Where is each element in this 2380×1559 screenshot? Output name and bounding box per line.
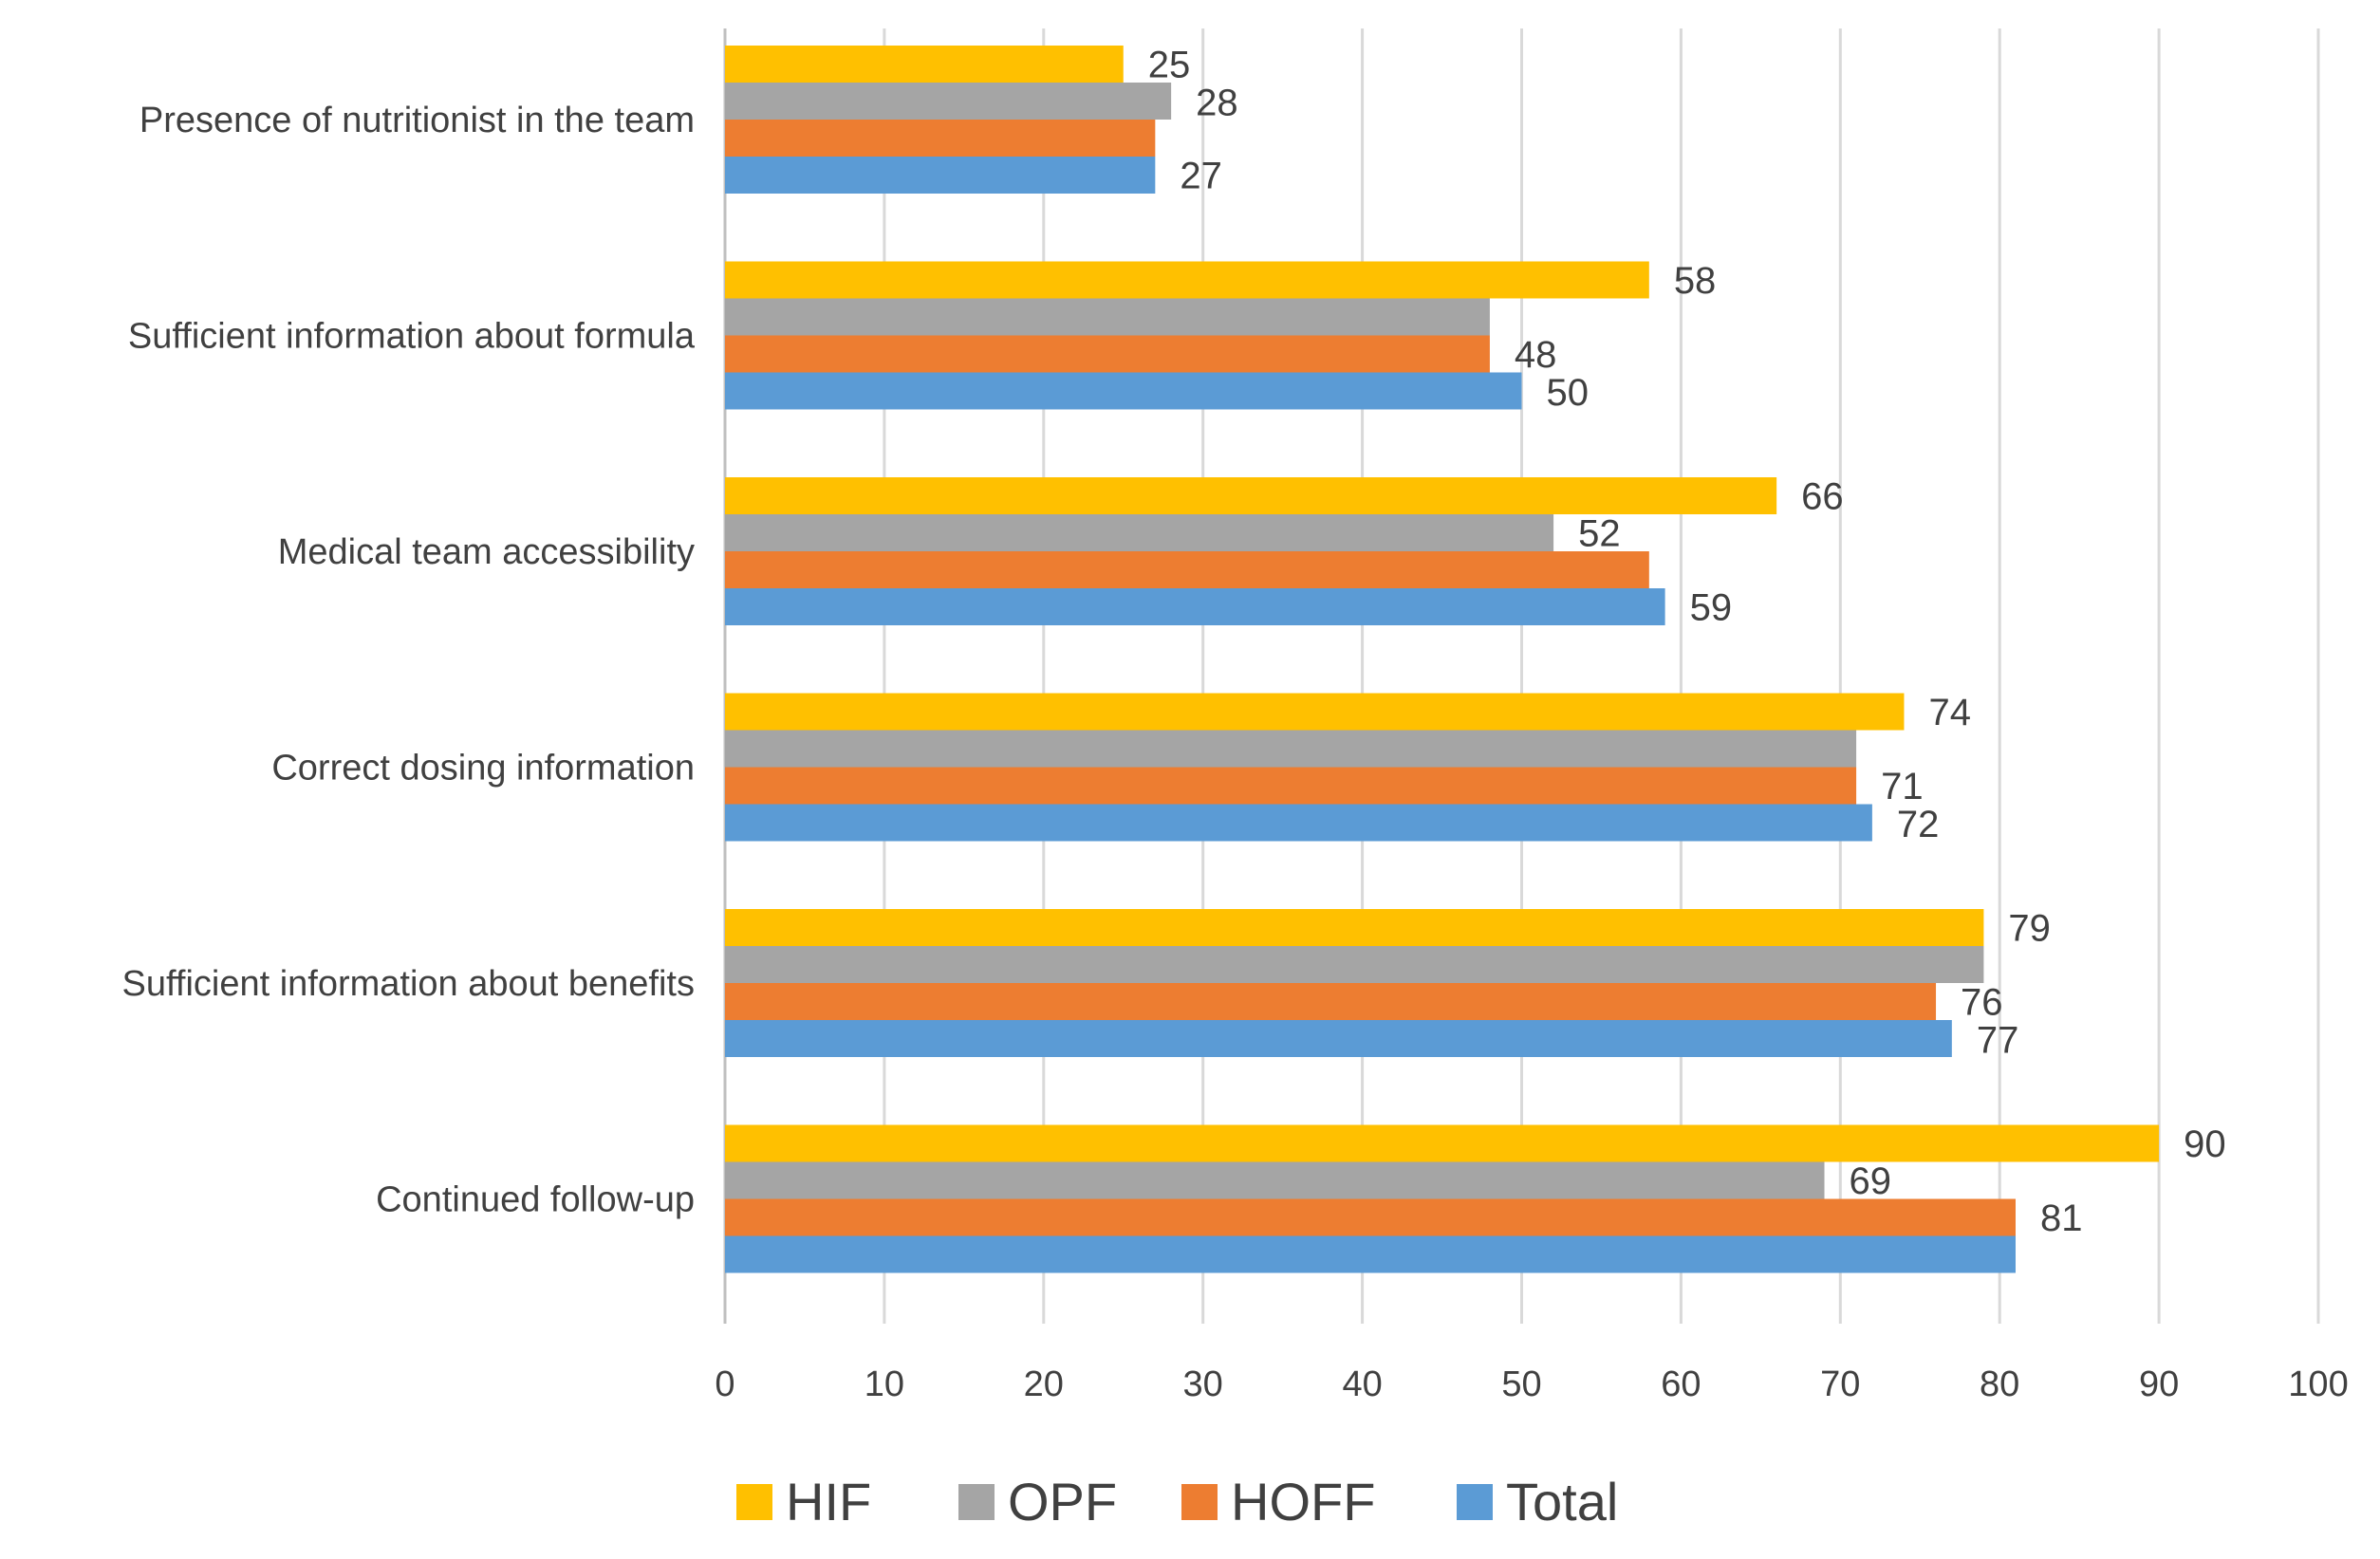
- data-label: 52: [1578, 513, 1621, 555]
- data-label: 81: [2040, 1197, 2083, 1239]
- bar-hoff: [725, 120, 1156, 157]
- bar-total: [725, 1235, 2016, 1273]
- x-tick-label: 100: [2288, 1364, 2348, 1404]
- bar-hoff: [725, 767, 1857, 805]
- bar-hoff: [725, 1198, 2016, 1236]
- data-label: 66: [1801, 476, 1844, 518]
- data-label: 59: [1690, 587, 1733, 629]
- bar-opf: [725, 730, 1857, 768]
- legend-label-hif: HIF: [786, 1472, 871, 1531]
- data-label: 72: [1897, 804, 1940, 845]
- bar-hif: [725, 477, 1777, 514]
- data-label: 71: [1881, 766, 1924, 807]
- x-tick-label: 30: [1183, 1364, 1223, 1404]
- category-label: Correct dosing information: [271, 749, 695, 789]
- gridlines: [723, 28, 2320, 1324]
- x-tick-label: 0: [715, 1364, 734, 1404]
- category-label: Sufficient information about formula: [128, 317, 696, 357]
- legend-label-opf: OPF: [1008, 1472, 1117, 1531]
- data-label: 90: [2184, 1123, 2226, 1165]
- data-label: 50: [1547, 372, 1590, 414]
- x-tick-label: 20: [1024, 1364, 1064, 1404]
- category-label: Continued follow-up: [376, 1180, 695, 1220]
- category-label: Presence of nutritionist in the team: [139, 101, 695, 140]
- bar-hoff: [725, 335, 1490, 373]
- bar-hoff: [725, 551, 1649, 588]
- bars: [725, 46, 2160, 1273]
- category-label: Medical team accessibility: [278, 532, 695, 572]
- bar-opf: [725, 298, 1490, 336]
- bar-hif: [725, 261, 1649, 299]
- bar-total: [725, 804, 1872, 842]
- bar-opf: [725, 514, 1554, 551]
- legend-swatch-total: [1457, 1484, 1493, 1520]
- bar-hif: [725, 1124, 2160, 1162]
- x-tick-label: 90: [2139, 1364, 2179, 1404]
- legend-label-total: Total: [1506, 1472, 1618, 1531]
- category-label: Sufficient information about benefits: [122, 964, 695, 1004]
- category-labels: Presence of nutritionist in the team Suff…: [122, 101, 696, 1220]
- bar-hif: [725, 693, 1905, 731]
- data-label: 48: [1515, 334, 1557, 376]
- bar-opf: [725, 83, 1172, 120]
- x-axis-ticks: 0 10 20 30 40 50 60 70 80 90 100: [715, 1364, 2348, 1404]
- bar-total: [725, 157, 1156, 194]
- data-label: 69: [1850, 1160, 1892, 1202]
- x-tick-label: 50: [1501, 1364, 1541, 1404]
- bar-total: [725, 372, 1522, 410]
- data-label: 77: [1977, 1020, 2019, 1062]
- bar-total: [725, 588, 1665, 625]
- x-tick-label: 70: [1820, 1364, 1860, 1404]
- data-label: 79: [2008, 908, 2051, 950]
- data-label: 25: [1148, 45, 1191, 86]
- data-label: 74: [1928, 692, 1971, 733]
- data-label: 58: [1674, 260, 1717, 302]
- data-label: 27: [1180, 156, 1222, 197]
- bar-opf: [725, 1161, 1825, 1199]
- legend: HIF OPF HOFF Total: [736, 1472, 1618, 1531]
- bar-hoff: [725, 983, 1937, 1020]
- x-tick-label: 10: [865, 1364, 904, 1404]
- data-label: 28: [1196, 83, 1238, 124]
- legend-swatch-opf: [958, 1484, 995, 1520]
- x-tick-label: 40: [1342, 1364, 1382, 1404]
- x-tick-label: 80: [1980, 1364, 2019, 1404]
- legend-swatch-hoff: [1181, 1484, 1218, 1520]
- bar-opf: [725, 946, 1984, 983]
- bar-total: [725, 1020, 1952, 1057]
- data-label: 76: [1961, 982, 2003, 1024]
- x-tick-label: 60: [1661, 1364, 1701, 1404]
- legend-swatch-hif: [736, 1484, 772, 1520]
- legend-label-hoff: HOFF: [1231, 1472, 1375, 1531]
- bar-hif: [725, 46, 1124, 83]
- bar-hif: [725, 909, 1984, 946]
